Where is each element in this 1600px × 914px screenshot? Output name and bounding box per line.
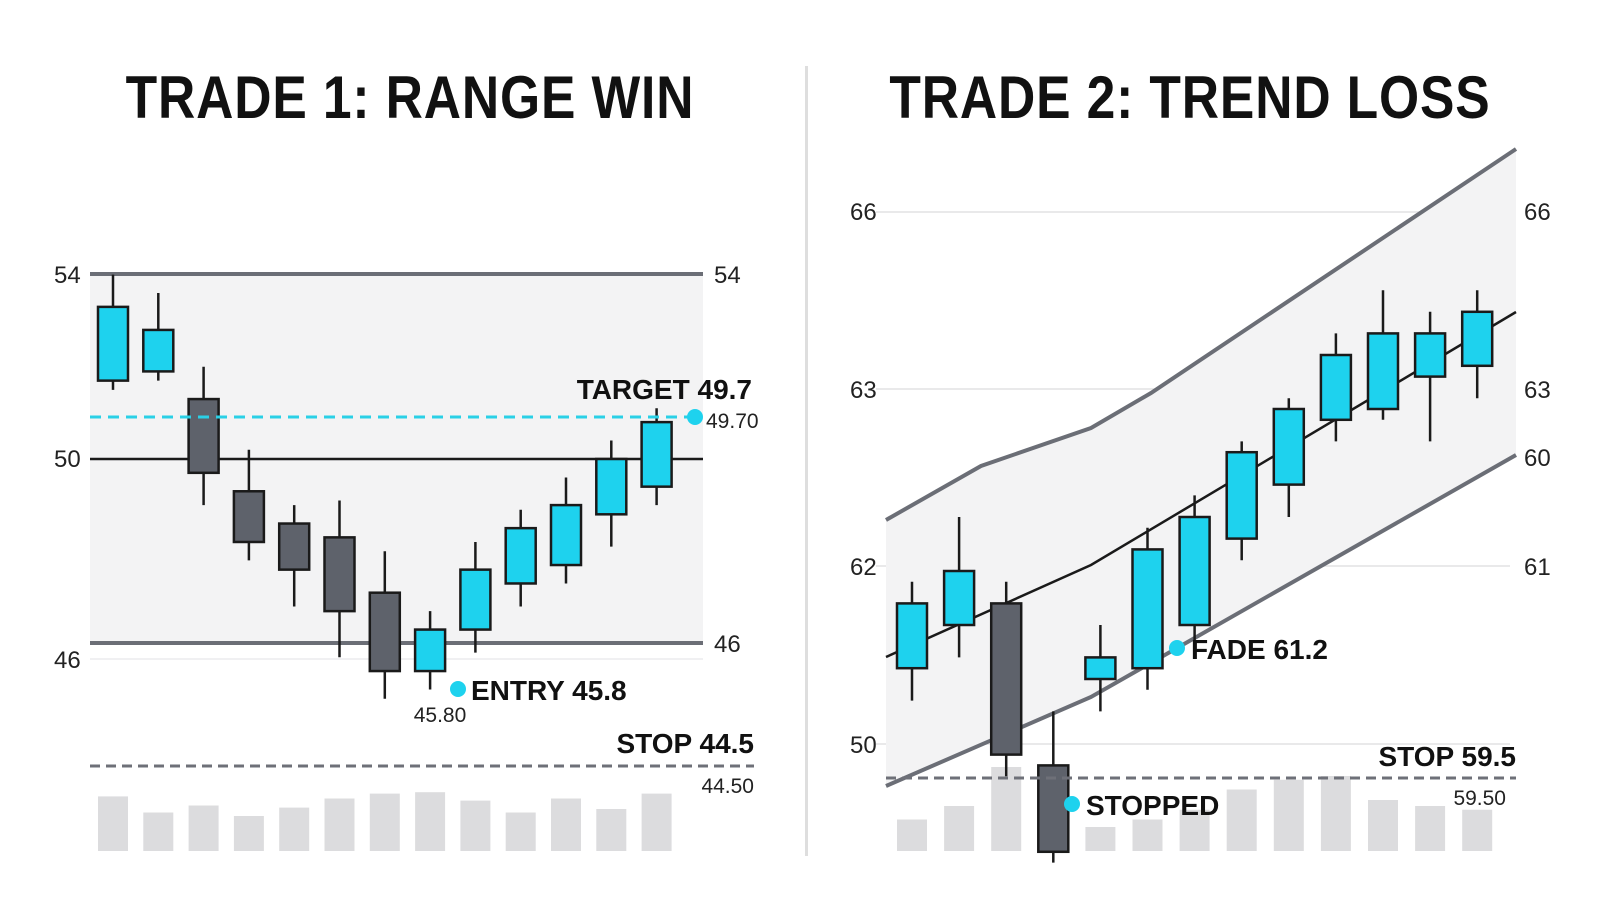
volume-bars-1	[98, 792, 672, 851]
candle-bullish	[459, 568, 492, 631]
y-tick-right-46: 46	[714, 631, 741, 658]
y-tick-right-63: 63	[1524, 377, 1551, 404]
candle-bearish	[323, 536, 356, 613]
candle-bullish	[895, 602, 929, 670]
volume-bar	[1132, 819, 1163, 851]
candle-bullish	[942, 569, 976, 627]
candle-bearish	[368, 591, 402, 673]
target-marker	[687, 409, 703, 425]
volume-bar	[188, 805, 219, 851]
panel-1: 54 50 46 54 46 TARGET 49.7 49.70 ENTRY 4…	[54, 262, 759, 851]
fade-marker	[1169, 640, 1185, 656]
y-tick-left-50: 50	[850, 732, 877, 759]
candle-bullish	[1413, 332, 1447, 378]
volume-bar	[596, 809, 627, 851]
volume-bar	[897, 819, 927, 851]
y-tick-right-61: 61	[1524, 554, 1551, 581]
candle-bullish	[1319, 353, 1353, 422]
candle-bullish	[96, 305, 130, 382]
panel-2-title: TRADE 2: TREND LOSS	[889, 64, 1491, 131]
entry-value: 45.80	[414, 704, 467, 727]
candle-bearish	[277, 522, 311, 571]
candles-1	[96, 274, 673, 699]
volume-bar	[505, 812, 536, 851]
stopped-marker	[1064, 796, 1080, 812]
volume-bar	[369, 793, 400, 851]
y-tick-left-54: 54	[54, 262, 81, 289]
stop-label-1: STOP 44.5	[617, 728, 755, 759]
candle-bearish	[232, 490, 266, 544]
volume-bar	[324, 798, 355, 851]
y-tick-left-46: 46	[54, 647, 81, 674]
y-tick-left-66: 66	[850, 199, 877, 226]
volume-bar	[944, 806, 975, 851]
panel-divider	[805, 66, 808, 856]
y-tick-right-66: 66	[1524, 199, 1551, 226]
y-tick-left-50: 50	[54, 446, 81, 473]
fade-label: FADE 61.2	[1191, 634, 1328, 665]
stop-label-2: STOP 59.5	[1379, 741, 1517, 772]
candle-bullish	[1131, 548, 1164, 670]
candle-bearish	[989, 602, 1023, 756]
volume-bar	[551, 798, 581, 851]
panel-1-title: TRADE 1: RANGE WIN	[125, 64, 695, 131]
volume-bar	[1462, 809, 1493, 851]
volume-bar	[1273, 779, 1304, 851]
trend-channel-fill	[886, 149, 1516, 786]
candle-bullish	[142, 328, 175, 373]
volume-bar	[1226, 789, 1257, 851]
candle-bullish	[595, 457, 628, 516]
candle-bullish	[1366, 332, 1400, 411]
candle-bullish	[1272, 407, 1306, 486]
candle-bullish	[549, 503, 583, 567]
y-tick-right-60: 60	[1524, 445, 1551, 472]
volume-bar	[1179, 809, 1210, 851]
volume-bar	[1415, 806, 1446, 851]
candle-bearish	[1037, 764, 1070, 854]
candle-bullish	[1084, 656, 1117, 681]
volume-bar	[1320, 776, 1351, 851]
candle-bullish	[1178, 515, 1211, 627]
target-value: 49.70	[706, 410, 759, 433]
volume-bar	[460, 800, 491, 851]
volume-bar	[279, 807, 310, 851]
volume-bar	[233, 816, 264, 851]
volume-bar	[991, 767, 1022, 851]
volume-bar	[415, 792, 446, 851]
volume-bar	[641, 793, 672, 851]
y-tick-right-54: 54	[714, 262, 741, 289]
trend-channel-lower	[885, 453, 1517, 788]
stop-value-2: 59.50	[1453, 787, 1506, 810]
volume-bar	[98, 796, 128, 851]
trend-channel-upper	[885, 147, 1518, 522]
candle-bullish	[640, 420, 673, 488]
stopped-label: STOPPED	[1086, 790, 1219, 821]
candles-2	[895, 290, 1494, 863]
entry-label: ENTRY 45.8	[471, 675, 627, 706]
target-label: TARGET 49.7	[577, 374, 752, 405]
candle-bullish	[1460, 310, 1494, 368]
volume-bar	[143, 812, 174, 851]
y-tick-left-63: 63	[850, 377, 877, 404]
candle-bullish	[413, 628, 447, 673]
y-tick-left-62: 62	[850, 554, 877, 581]
volume-bar	[1085, 827, 1116, 851]
candle-bearish	[187, 397, 220, 475]
stop-value-1: 44.50	[701, 775, 754, 798]
candle-bullish	[504, 526, 537, 585]
volume-bar	[1368, 800, 1398, 851]
candle-bullish	[1225, 450, 1258, 540]
entry-marker	[450, 681, 466, 697]
panel-2: 66 63 62 50 66 63 60 61 FADE 61.2 STOP 5…	[850, 147, 1551, 863]
